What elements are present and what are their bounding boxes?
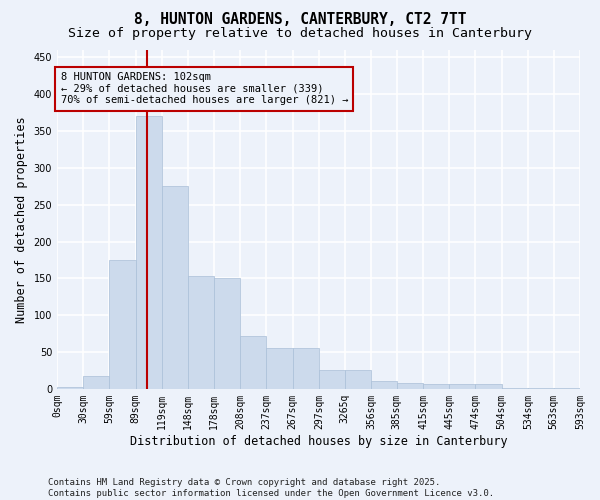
Bar: [554, 388, 580, 389]
Bar: [475, 384, 502, 389]
Bar: [502, 388, 528, 389]
Bar: [136, 116, 162, 389]
X-axis label: Distribution of detached houses by size in Canterbury: Distribution of detached houses by size …: [130, 434, 508, 448]
Bar: [83, 376, 109, 389]
Bar: [528, 388, 554, 389]
Bar: [214, 278, 241, 389]
Bar: [397, 383, 423, 389]
Bar: [319, 370, 344, 389]
Bar: [162, 186, 188, 389]
Bar: [188, 276, 214, 389]
Bar: [109, 260, 136, 389]
Bar: [241, 336, 266, 389]
Bar: [344, 370, 371, 389]
Y-axis label: Number of detached properties: Number of detached properties: [15, 116, 28, 322]
Text: 8, HUNTON GARDENS, CANTERBURY, CT2 7TT: 8, HUNTON GARDENS, CANTERBURY, CT2 7TT: [134, 12, 466, 28]
Bar: [293, 348, 319, 389]
Bar: [371, 382, 397, 389]
Bar: [266, 348, 293, 389]
Text: Size of property relative to detached houses in Canterbury: Size of property relative to detached ho…: [68, 28, 532, 40]
Bar: [449, 384, 475, 389]
Bar: [423, 384, 449, 389]
Bar: [57, 388, 83, 389]
Text: Contains HM Land Registry data © Crown copyright and database right 2025.
Contai: Contains HM Land Registry data © Crown c…: [48, 478, 494, 498]
Text: 8 HUNTON GARDENS: 102sqm
← 29% of detached houses are smaller (339)
70% of semi-: 8 HUNTON GARDENS: 102sqm ← 29% of detach…: [61, 72, 348, 106]
